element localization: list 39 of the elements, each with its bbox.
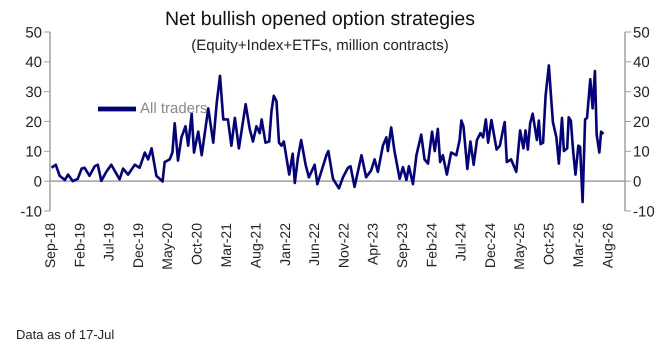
y2-tick-label: 0 (633, 173, 642, 190)
x-tick-label: Sep-18 (42, 222, 58, 268)
y-tick-label: 30 (25, 84, 42, 101)
y2-tick-label: -10 (633, 203, 655, 220)
x-tick-label: Feb-19 (71, 222, 88, 268)
legend-label: All traders (140, 100, 208, 117)
x-tick-label: Nov-22 (335, 222, 352, 268)
x-tick-label: May-20 (159, 222, 176, 270)
y2-tick-label: 10 (633, 144, 650, 161)
x-tick-label: Jul-24 (452, 222, 469, 262)
y-tick-label: -10 (20, 203, 42, 220)
x-tick-label: Mar-26 (570, 222, 586, 268)
y2-tick-label: 50 (633, 24, 650, 42)
x-tick-label: Apr-23 (364, 222, 380, 266)
x-tick-label: Jun-22 (306, 222, 322, 266)
chart-title: Net bullish opened option strategies (164, 8, 476, 30)
x-tick-label: Oct-20 (188, 222, 205, 266)
y-tick-label: 20 (25, 114, 42, 131)
x-tick-label: Dec-19 (130, 222, 146, 268)
x-tick-label: May-25 (511, 222, 528, 270)
line-series (50, 64, 605, 204)
chart-subtitle: (Equity+Index+ETFs, million contracts) (191, 37, 449, 54)
y2-tick-label: 40 (633, 54, 650, 72)
x-tick-label: Sep-23 (394, 222, 410, 268)
x-tick-label: Dec-24 (482, 222, 498, 268)
y-tick-label: 50 (25, 24, 42, 42)
x-tick-label: Aug-21 (247, 222, 264, 268)
x-tick-label: Aug-26 (599, 222, 616, 268)
x-tick-label: Feb-24 (423, 222, 440, 268)
x-tick-label: Mar-21 (218, 222, 234, 268)
text: Data as of 17-Jul (16, 327, 114, 342)
x-tick-label: Oct-25 (540, 222, 557, 266)
y2-tick-label: 30 (633, 84, 650, 101)
x-tick-label: Jul-19 (100, 222, 116, 262)
y-tick-label: 10 (25, 144, 42, 161)
y-tick-label: 40 (25, 54, 42, 72)
x-tick-label: Jan-22 (276, 222, 293, 266)
y-tick-label: 0 (34, 173, 42, 190)
y2-tick-label: 20 (633, 114, 650, 131)
